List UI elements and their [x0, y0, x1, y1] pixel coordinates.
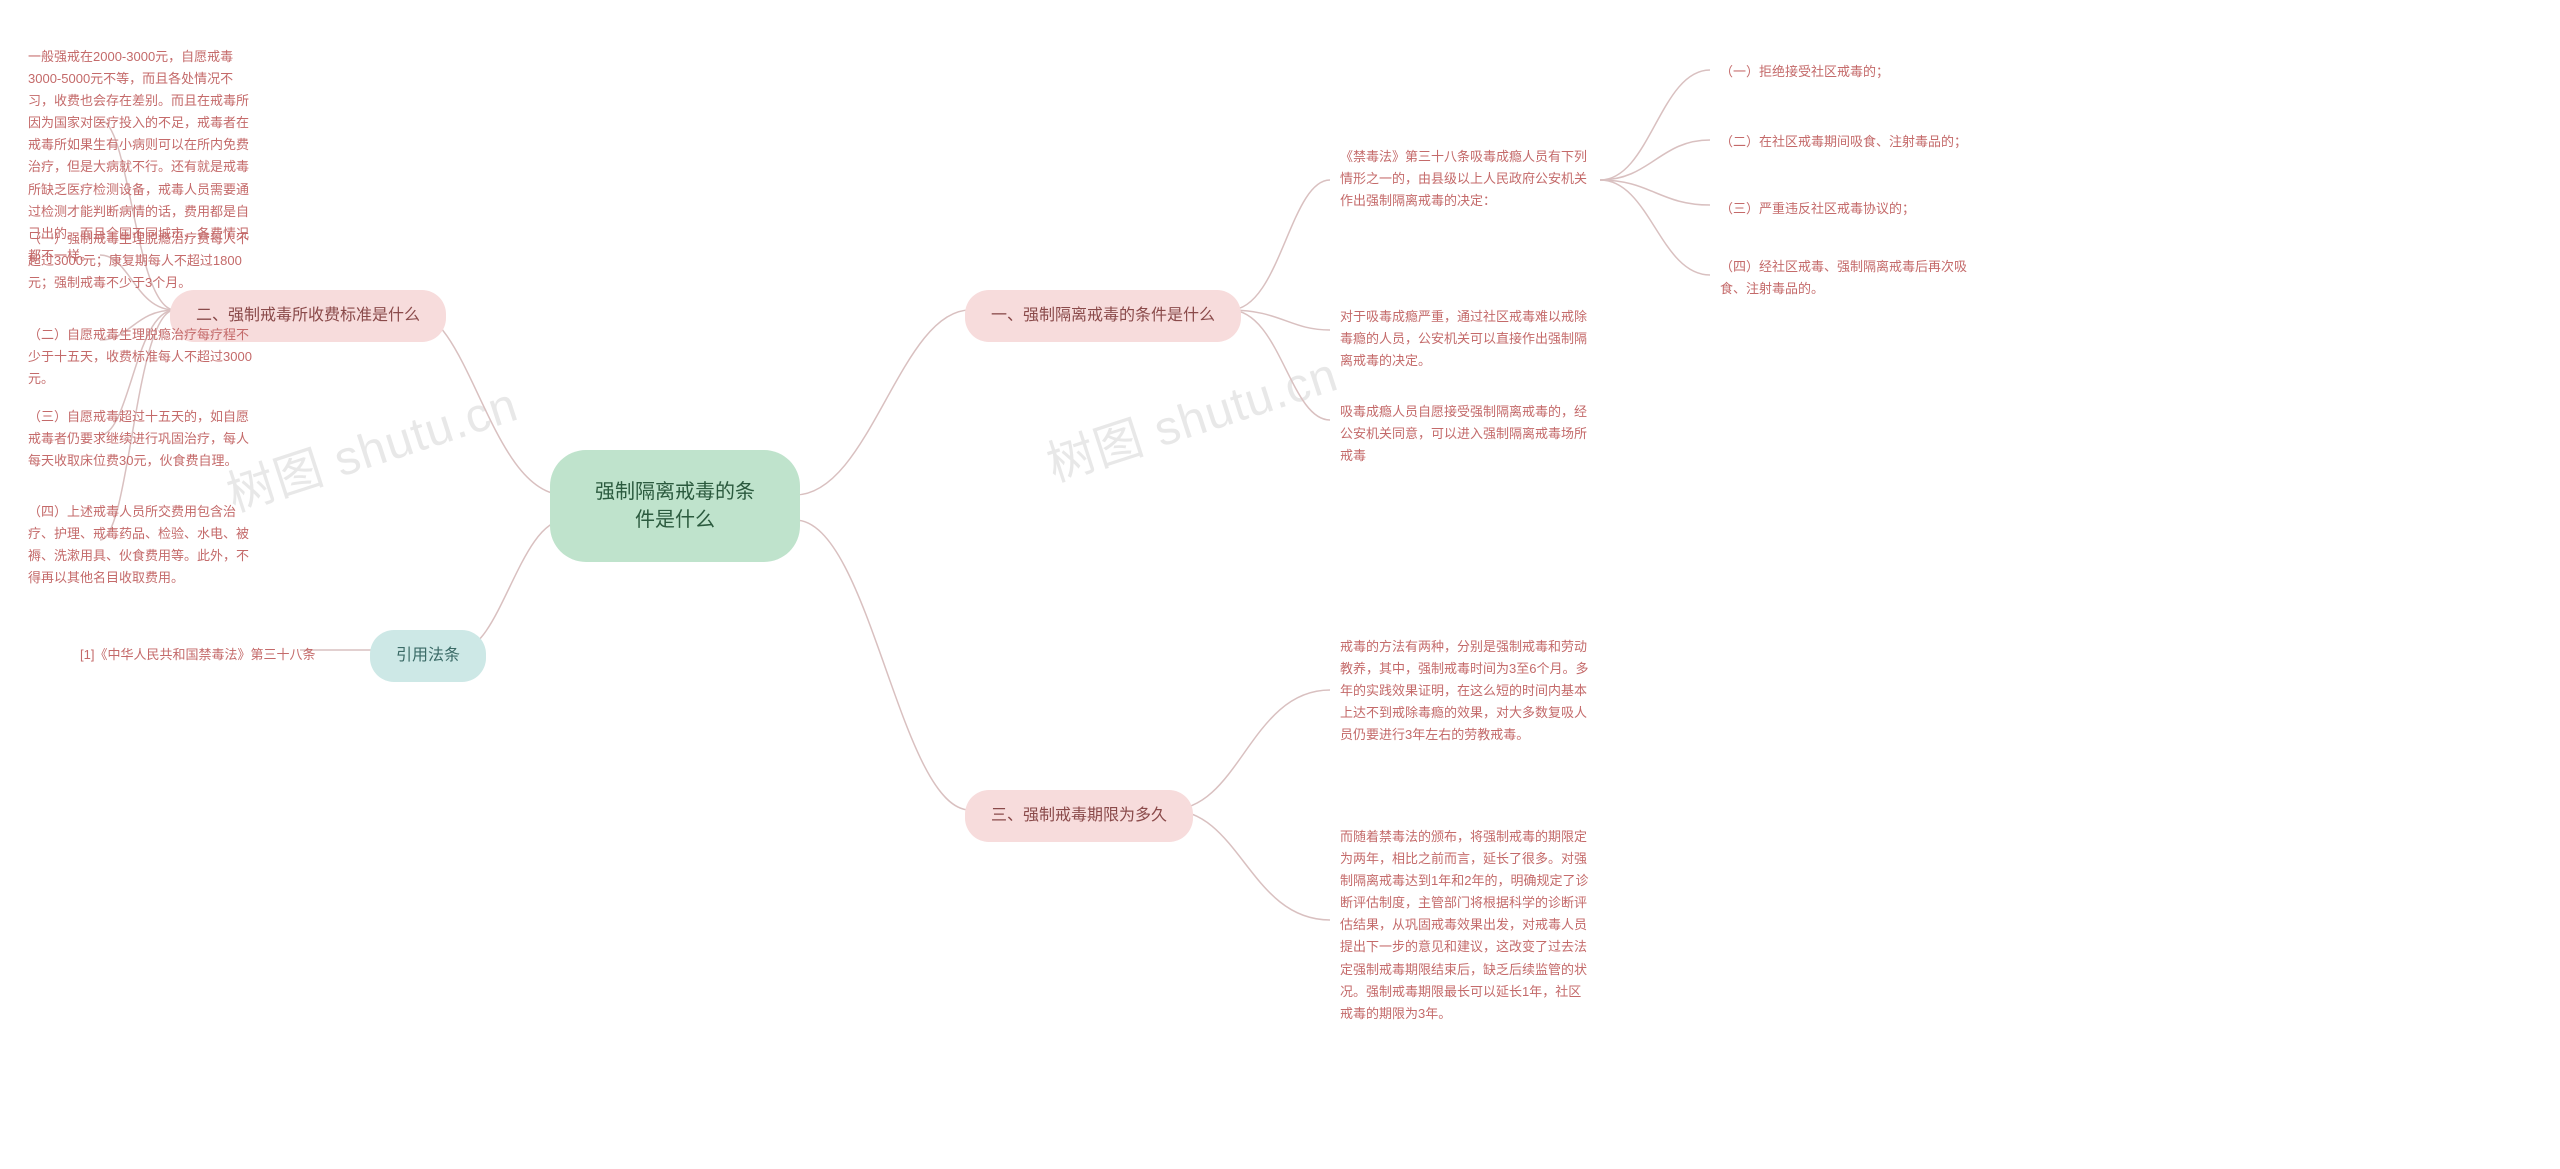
branch-two-c2: （一）强制戒毒生理脱瘾治疗费每人不超过3000元；康复期每人不超过1800元；强… [18, 222, 268, 300]
branch-one[interactable]: 一、强制隔离戒毒的条件是什么 [965, 290, 1241, 342]
mindmap-canvas: 树图 shutu.cn 树图 shutu.cn 强制隔离戒毒的条件是什么 [0, 0, 2560, 1169]
branch-two-c3: （二）自愿戒毒生理脱瘾治疗每疗程不少于十五天，收费标准每人不超过3000元。 [18, 318, 268, 396]
branch-one-c1-s4: （四）经社区戒毒、强制隔离戒毒后再次吸食、注射毒品的。 [1710, 250, 2000, 306]
branch-three[interactable]: 三、强制戒毒期限为多久 [965, 790, 1193, 842]
branch-one-c3: 吸毒成瘾人员自愿接受强制隔离戒毒的，经公安机关同意，可以进入强制隔离戒毒场所戒毒 [1330, 395, 1600, 473]
branch-two-c5: （四）上述戒毒人员所交费用包含治疗、护理、戒毒药品、检验、水电、被褥、洗漱用具、… [18, 495, 268, 595]
branch-law[interactable]: 引用法条 [370, 630, 486, 682]
branch-law-c1: [1]《中华人民共和国禁毒法》第三十八条 [70, 638, 325, 672]
watermark-right: 树图 shutu.cn [1037, 335, 1346, 495]
branch-one-c1-s1: （一）拒绝接受社区戒毒的； [1710, 55, 1899, 89]
center-node[interactable]: 强制隔离戒毒的条件是什么 [550, 450, 800, 562]
branch-one-c1-s3: （三）严重违反社区戒毒协议的； [1710, 192, 1925, 226]
branch-one-c1-s2: （二）在社区戒毒期间吸食、注射毒品的； [1710, 125, 1977, 159]
branch-three-c2: 而随着禁毒法的颁布，将强制戒毒的期限定为两年，相比之前而言，延长了很多。对强制隔… [1330, 820, 1600, 1031]
branch-two-c4: （三）自愿戒毒超过十五天的，如自愿戒毒者仍要求继续进行巩固治疗，每人每天收取床位… [18, 400, 268, 478]
connector-layer [0, 0, 2560, 1169]
branch-one-c2: 对于吸毒成瘾严重，通过社区戒毒难以戒除毒瘾的人员，公安机关可以直接作出强制隔离戒… [1330, 300, 1600, 378]
branch-one-c1: 《禁毒法》第三十八条吸毒成瘾人员有下列情形之一的，由县级以上人民政府公安机关作出… [1330, 140, 1600, 218]
branch-three-c1: 戒毒的方法有两种，分别是强制戒毒和劳动教养，其中，强制戒毒时间为3至6个月。多年… [1330, 630, 1600, 752]
